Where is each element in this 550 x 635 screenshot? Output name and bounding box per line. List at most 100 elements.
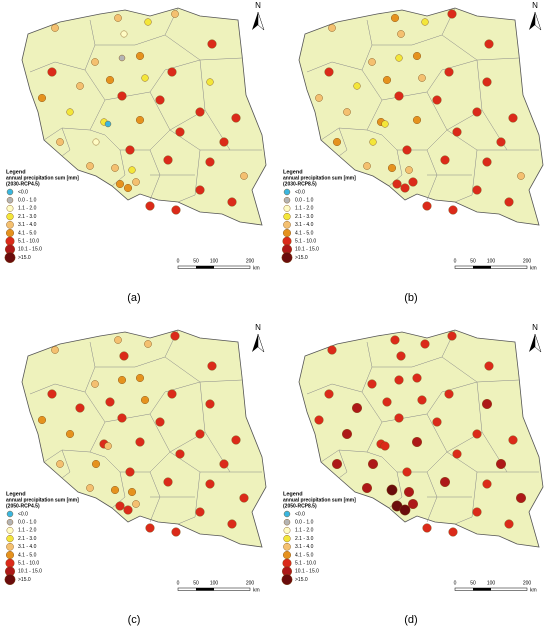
scale-label: 100: [487, 258, 496, 264]
station-point: [495, 458, 506, 469]
station-point: [452, 449, 462, 459]
station-point: [444, 67, 454, 77]
station-point: [472, 107, 482, 117]
station-point: [76, 82, 84, 90]
region-border: [381, 381, 478, 423]
legend-label: 4.1 - 5.0: [18, 230, 37, 236]
legend-label: 5.1 - 10.0: [18, 561, 39, 567]
station-point: [205, 479, 215, 489]
station-point: [205, 157, 215, 167]
station-point: [418, 74, 426, 82]
station-point: [115, 179, 124, 188]
station-point: [91, 380, 99, 388]
station-point: [382, 75, 391, 84]
legend-scenario: (2030-RCP4.5): [6, 181, 40, 187]
station-point: [504, 519, 514, 529]
station-point: [175, 127, 185, 137]
legend-title: Legend: [6, 169, 26, 175]
station-point: [482, 157, 492, 167]
legend-label: 1.1 - 2.0: [18, 528, 37, 534]
legend-label: 5.1 - 10.0: [18, 239, 39, 245]
station-point: [117, 413, 127, 423]
station-point: [343, 108, 351, 116]
scale-label: 0: [454, 258, 457, 264]
station-point: [47, 67, 57, 77]
station-point: [382, 397, 392, 407]
station-point: [227, 197, 237, 207]
north-label: N: [255, 323, 261, 332]
station-point: [127, 487, 136, 496]
legend-symbol: [282, 558, 292, 568]
legend-symbol: [5, 228, 14, 237]
station-point: [387, 163, 396, 172]
station-point: [361, 482, 372, 493]
station-point: [65, 429, 74, 438]
station-point: [482, 479, 492, 489]
station-point: [144, 18, 152, 26]
station-point: [324, 389, 334, 399]
scale-label: 200: [523, 580, 532, 586]
station-point: [135, 115, 144, 124]
station-point: [227, 519, 237, 529]
legend-label: 4.1 - 5.0: [295, 552, 314, 558]
station-point: [432, 95, 442, 105]
station-point: [38, 93, 47, 102]
legend-symbol: [5, 558, 15, 568]
station-point: [118, 54, 126, 62]
station-point: [239, 493, 249, 503]
station-point: [195, 429, 205, 439]
scale-label: 50: [470, 580, 476, 586]
station-point: [205, 399, 215, 409]
station-point: [120, 30, 128, 38]
station-point: [392, 179, 402, 189]
legend-label: 3.1 - 4.0: [18, 544, 37, 550]
legend-title: Legend: [6, 491, 26, 497]
station-point: [167, 67, 177, 77]
station-point: [402, 145, 412, 155]
station-point: [440, 155, 450, 165]
legend-symbol: [283, 204, 291, 212]
legend-symbol: [283, 220, 291, 229]
north-arrow: [257, 333, 265, 353]
legend-label: <0.0: [18, 189, 28, 195]
station-point: [448, 527, 458, 537]
legend-label: >15.0: [18, 255, 31, 261]
legend-title: Legend: [283, 169, 303, 175]
station-point: [170, 331, 180, 341]
station-point: [315, 94, 323, 102]
country-outline: [298, 329, 544, 548]
legend-label: 3.1 - 4.0: [18, 222, 37, 228]
station-point: [394, 375, 404, 385]
region-border: [366, 413, 448, 473]
north-arrow: [529, 12, 535, 30]
station-point: [353, 82, 361, 90]
station-point: [508, 113, 518, 123]
station-point: [51, 346, 59, 354]
scale-unit: km: [530, 265, 537, 271]
station-point: [47, 389, 57, 399]
legend-label: 2.1 - 3.0: [18, 536, 37, 542]
station-point: [145, 201, 155, 211]
legend-label: 10.1 - 15.0: [18, 247, 42, 253]
station-point: [447, 331, 457, 341]
station-point: [128, 166, 136, 174]
north-arrow: [252, 12, 258, 30]
station-point: [482, 77, 492, 87]
scale-bar: [473, 588, 491, 591]
station-point: [420, 339, 430, 349]
station-point: [195, 185, 205, 195]
station-point: [175, 449, 185, 459]
scale-unit: km: [530, 587, 537, 593]
legend-label: 5.1 - 10.0: [295, 561, 316, 567]
scale-label: 0: [454, 580, 457, 586]
legend-subtitle: annual precipitation sum [mm]: [6, 497, 79, 503]
station-point: [144, 340, 152, 348]
legend-symbol: [6, 204, 14, 212]
station-point: [333, 137, 342, 146]
scale-bar: [196, 266, 214, 269]
legend-symbol: [6, 542, 14, 551]
north-arrow: [529, 334, 535, 352]
station-point: [408, 177, 418, 187]
